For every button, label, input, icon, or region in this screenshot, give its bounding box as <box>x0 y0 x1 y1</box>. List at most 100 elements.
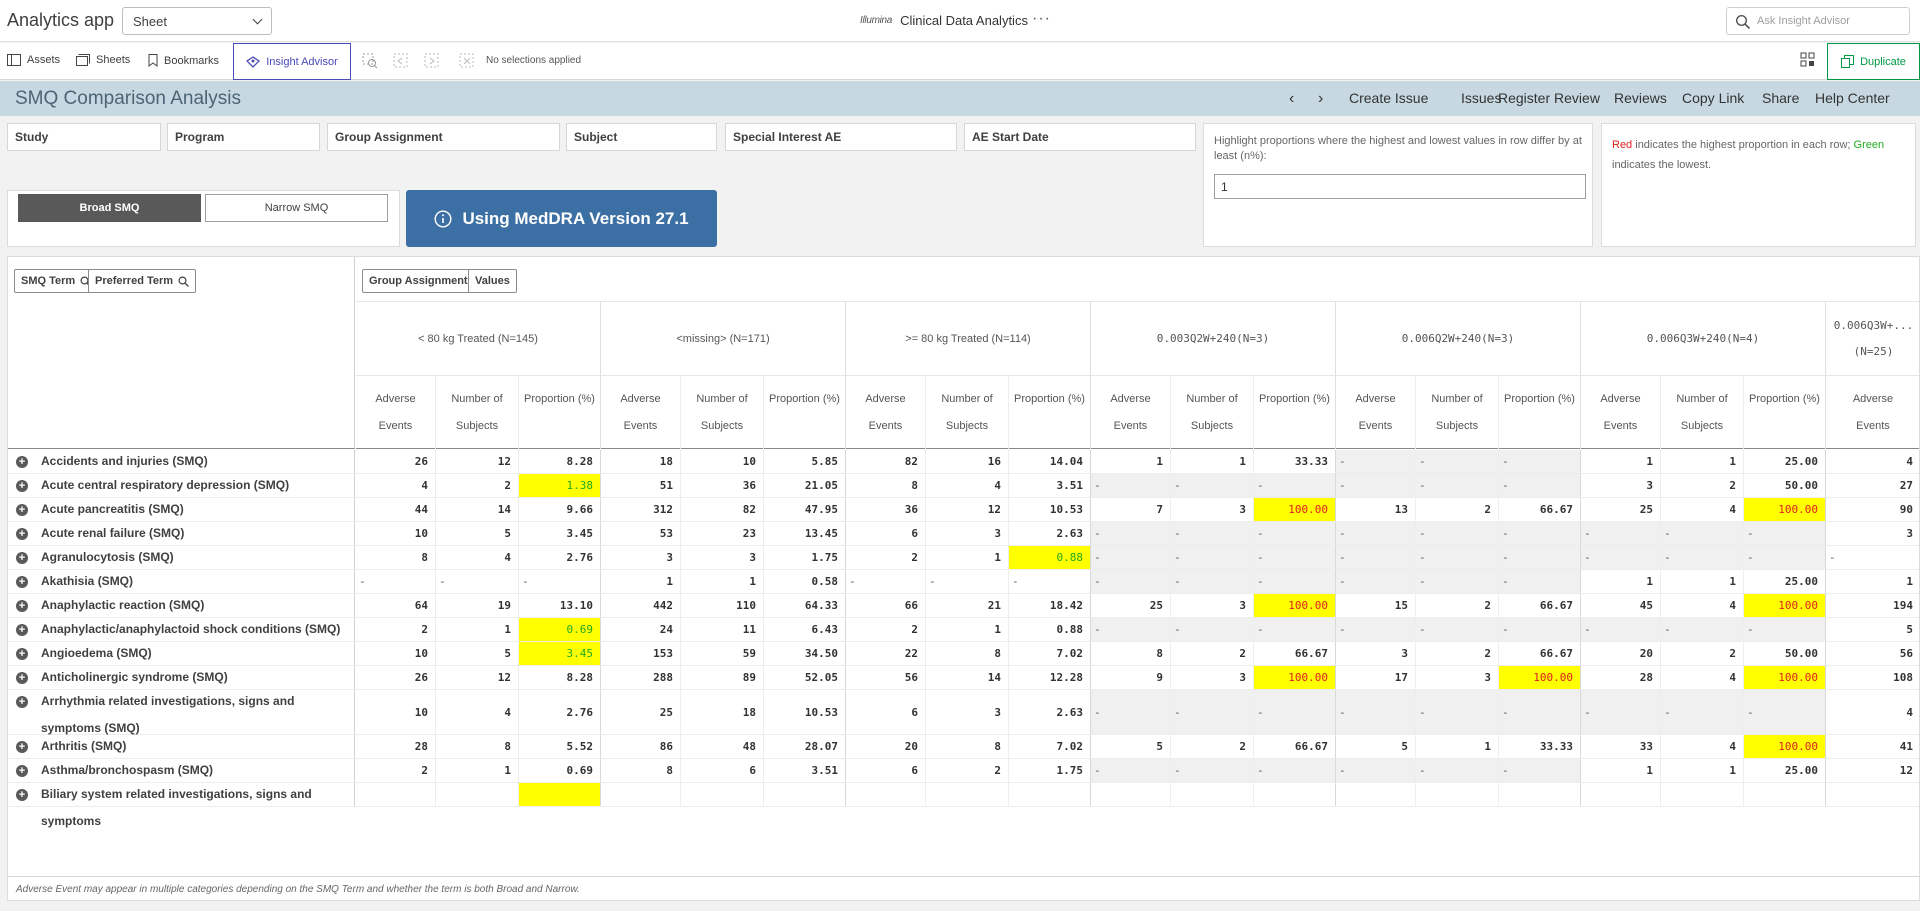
smq-term[interactable]: Akathisia (SMQ) <box>41 574 134 588</box>
share-link[interactable]: Share <box>1762 90 1800 106</box>
create-issue-link[interactable]: Create Issue <box>1349 90 1429 106</box>
selections-tool-icon[interactable] <box>362 53 378 69</box>
smq-term[interactable]: Arthritis (SMQ) <box>41 739 127 753</box>
register-review-link[interactable]: Register Review <box>1498 90 1600 106</box>
bookmarks-button[interactable]: Bookmarks <box>148 54 219 67</box>
expand-row-icon[interactable]: + <box>16 696 28 708</box>
step-back-icon[interactable] <box>393 53 409 69</box>
table-cell: 34.50 <box>764 642 846 665</box>
sheets-button[interactable]: Sheets <box>76 54 130 66</box>
filter-special-interest-ae[interactable]: Special Interest AE <box>725 123 957 151</box>
smq-term[interactable]: Acute renal failure (SMQ) <box>41 526 185 540</box>
filter-study[interactable]: Study <box>7 123 161 151</box>
step-forward-icon[interactable] <box>424 53 440 69</box>
filter-ae-start-date[interactable]: AE Start Date <box>964 123 1196 151</box>
table-cell: 100.00 <box>1744 735 1826 758</box>
table-cell: - <box>1254 522 1336 545</box>
table-cell: 0.88 <box>1009 618 1091 641</box>
duplicate-button[interactable]: Duplicate <box>1827 43 1920 80</box>
smq-term[interactable]: Accidents and injuries (SMQ) <box>41 454 208 468</box>
brand: Illumina Clinical Data Analytics <box>860 13 1028 28</box>
expand-row-icon[interactable]: + <box>16 600 28 612</box>
table-cell: 25 <box>1581 498 1661 521</box>
smq-term[interactable]: Anticholinergic syndrome (SMQ) <box>41 670 228 684</box>
table-cell: - <box>846 570 926 593</box>
clear-selections-icon[interactable] <box>459 53 475 69</box>
expand-row-icon[interactable]: + <box>16 504 28 516</box>
table-cell: - <box>356 570 436 593</box>
expand-row-icon[interactable]: + <box>16 456 28 468</box>
duplicate-icon <box>1841 55 1855 68</box>
expand-row-icon[interactable]: + <box>16 552 28 564</box>
filter-subject[interactable]: Subject <box>566 123 717 151</box>
table-cell: - <box>1091 522 1171 545</box>
smq-term[interactable]: Asthma/bronchospasm (SMQ) <box>41 763 214 777</box>
smq-term[interactable]: Arrhythmia related investigations, signs… <box>41 694 295 735</box>
table-cell: - <box>1661 546 1744 569</box>
table-cell: - <box>1336 618 1416 641</box>
expand-row-icon[interactable]: + <box>16 648 28 660</box>
meddra-version-button[interactable]: Using MedDRA Version 27.1 <box>406 190 717 247</box>
expand-row-icon[interactable]: + <box>16 528 28 540</box>
broad-smq-button[interactable]: Broad SMQ <box>18 194 201 222</box>
expand-row-icon[interactable]: + <box>16 624 28 636</box>
smq-term[interactable]: Acute central respiratory depression (SM… <box>41 478 290 492</box>
table-cell: 33 <box>1581 735 1661 758</box>
table-cell: 1 <box>436 759 519 782</box>
expand-row-icon[interactable]: + <box>16 765 28 777</box>
table-cell: - <box>1499 474 1581 497</box>
help-center-link[interactable]: Help Center <box>1815 90 1890 106</box>
smq-term[interactable]: Biliary system related investigations, s… <box>41 787 312 828</box>
insight-search-input[interactable]: Ask Insight Advisor <box>1726 7 1910 35</box>
table-cell: 1 <box>926 546 1009 569</box>
table-cell: - <box>1581 546 1661 569</box>
highlight-threshold-input[interactable]: 1 <box>1214 174 1586 199</box>
smq-term[interactable]: Anaphylactic/anaphylactoid shock conditi… <box>41 622 341 636</box>
smq-term[interactable]: Angioedema (SMQ) <box>41 646 152 660</box>
table-cell: 9 <box>1091 666 1171 689</box>
table-cell: 66.67 <box>1254 735 1336 758</box>
more-options-icon[interactable]: ··· <box>1032 10 1051 27</box>
issues-link[interactable]: Issues <box>1461 90 1502 106</box>
table-cell: 4 <box>1661 498 1744 521</box>
sheet-select[interactable]: Sheet <box>122 7 272 35</box>
table-cell: 56 <box>846 666 926 689</box>
smq-term-dimension[interactable]: SMQ Term <box>14 269 99 293</box>
copy-link-link[interactable]: Copy Link <box>1682 90 1745 106</box>
smq-term[interactable]: Acute pancreatitis (SMQ) <box>41 502 184 516</box>
grid-view-icon[interactable] <box>1800 52 1816 68</box>
table-cell <box>926 783 1009 806</box>
insight-advisor-button[interactable]: Insight Advisor <box>233 43 351 80</box>
assets-button[interactable]: Assets <box>7 54 60 66</box>
reviews-link[interactable]: Reviews <box>1614 90 1667 106</box>
table-cell <box>1744 783 1826 806</box>
filter-program[interactable]: Program <box>167 123 320 151</box>
page-title: SMQ Comparison Analysis <box>15 88 241 109</box>
table-cell: 13 <box>1336 498 1416 521</box>
table-cell: 1 <box>1661 759 1744 782</box>
table-cell: 66.67 <box>1499 594 1581 617</box>
measure-header-line: Proportion (%) <box>769 393 840 405</box>
expand-row-icon[interactable]: + <box>16 480 28 492</box>
no-selections-text: No selections applied <box>486 55 582 66</box>
table-cell: 1 <box>1416 735 1499 758</box>
previous-sheet-button[interactable]: ‹ <box>1289 90 1295 107</box>
expand-row-icon[interactable]: + <box>16 789 28 801</box>
narrow-smq-button[interactable]: Narrow SMQ <box>205 194 388 222</box>
expand-row-icon[interactable]: + <box>16 576 28 588</box>
measure-header-line: Events <box>1856 420 1890 432</box>
expand-row-icon[interactable]: + <box>16 672 28 684</box>
smq-term[interactable]: Anaphylactic reaction (SMQ) <box>41 598 205 612</box>
table-cell: - <box>1336 474 1416 497</box>
table-cell: - <box>1091 759 1171 782</box>
values-dimension[interactable]: Values <box>468 269 517 293</box>
filter-group-assignment[interactable]: Group Assignment <box>327 123 560 151</box>
table-cell: 7.02 <box>1009 735 1091 758</box>
table-cell: 100.00 <box>1254 666 1336 689</box>
table-cell: 1.75 <box>1009 759 1091 782</box>
expand-row-icon[interactable]: + <box>16 741 28 753</box>
next-sheet-button[interactable]: › <box>1318 90 1324 107</box>
preferred-term-dimension[interactable]: Preferred Term <box>88 269 197 293</box>
smq-term[interactable]: Agranulocytosis (SMQ) <box>41 550 174 564</box>
group-header-line: 0.006Q3W+... <box>1833 318 1914 332</box>
